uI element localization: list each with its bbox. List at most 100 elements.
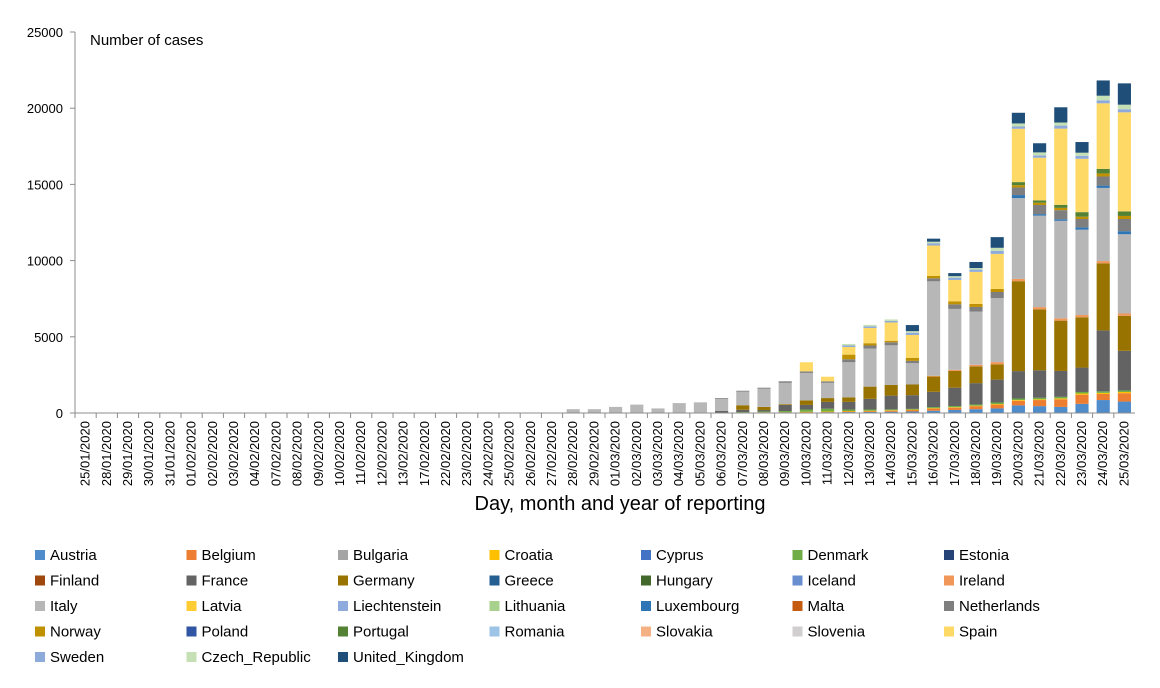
bar-segment: [1011, 400, 1025, 401]
bar-segment: [948, 387, 962, 406]
bar-segment: [799, 409, 813, 412]
y-tick-label: 15000: [27, 177, 63, 192]
bar-segment: [799, 411, 813, 413]
legend-label: Iceland: [808, 573, 856, 590]
x-tick-label: 17/02/2020: [417, 421, 432, 486]
legend-item: France: [186, 573, 248, 590]
legend-label: Malta: [808, 598, 845, 615]
bar-segment: [1033, 202, 1047, 205]
bar-segment: [821, 411, 835, 412]
bar-segment: [1075, 142, 1089, 153]
legend-item: Poland: [186, 624, 248, 641]
bar-segment: [1075, 403, 1089, 413]
y-tick-label: 5000: [34, 330, 63, 345]
legend-item: Germany: [338, 573, 415, 590]
bar-segment: [927, 408, 941, 409]
bar-segment: [1054, 398, 1068, 400]
bar-segment: [1054, 204, 1068, 208]
bar-segment: [884, 410, 898, 412]
bar-segment: [1096, 187, 1110, 262]
legend-item: Czech_Republic: [186, 649, 311, 666]
bar-segment: [1054, 320, 1068, 371]
bar-segment: [799, 362, 813, 372]
bar-segment: [990, 402, 1004, 405]
bar-segment: [672, 403, 686, 413]
bar-segment: [884, 340, 898, 343]
legend-swatch: [35, 575, 45, 586]
bar-segment: [842, 354, 856, 360]
bar-segment: [1011, 195, 1025, 199]
bar-segment: [905, 384, 919, 396]
x-tick-label: 07/02/2020: [268, 421, 283, 486]
legend-item: Latvia: [186, 598, 242, 615]
legend-item: Slovenia: [792, 624, 866, 641]
bar-segment: [1096, 103, 1110, 169]
bar-segment: [1054, 210, 1068, 220]
bar-segment: [948, 409, 962, 413]
bar-segment: [1011, 112, 1025, 124]
bar-segment: [990, 237, 1004, 248]
bar-segment: [778, 404, 792, 405]
bar-segment: [884, 410, 898, 411]
bar-segment: [1054, 399, 1068, 407]
legend-swatch: [35, 652, 45, 662]
legend-item: Ireland: [944, 573, 1005, 590]
bar-segment: [1033, 215, 1047, 308]
bar-segment: [1054, 107, 1068, 123]
bar-segment: [1054, 396, 1068, 399]
legend-swatch: [186, 601, 197, 611]
bar-segment: [905, 332, 919, 335]
bar-segment: [990, 250, 1004, 254]
y-tick-label: 10000: [27, 254, 63, 269]
bar-segment: [566, 409, 580, 413]
bar-segment: [1117, 112, 1131, 212]
bar-segment: [587, 409, 601, 413]
legend-item: Cyprus: [641, 547, 704, 564]
bar-segment: [927, 391, 941, 408]
x-tick-label: 24/03/2020: [1095, 421, 1110, 486]
x-tick-label: 02/03/2020: [629, 421, 644, 486]
bar-segment: [905, 357, 919, 361]
legend-swatch: [792, 550, 803, 560]
bar-segment: [948, 369, 962, 371]
x-tick-label: 14/03/2020: [883, 421, 898, 486]
legend-label: Finland: [50, 573, 99, 590]
x-tick-label: 28/02/2020: [565, 421, 580, 486]
legend-item: Lithuania: [489, 598, 566, 615]
legend-label: Germany: [353, 573, 415, 590]
legend-item: Norway: [35, 624, 101, 641]
bar-segment: [1011, 123, 1025, 127]
bar-segment: [1096, 391, 1110, 393]
bar-segment: [778, 411, 792, 413]
legend-label: Slovenia: [808, 624, 866, 641]
legend-label: Denmark: [808, 547, 869, 564]
bar-segment: [990, 291, 1004, 299]
bar-segment: [969, 366, 983, 384]
bar-segment: [927, 245, 941, 276]
bar-segment: [1075, 155, 1089, 159]
bar-segment: [1096, 168, 1110, 174]
bar-segment: [969, 409, 983, 413]
bar-segment: [863, 343, 877, 346]
bar-segment: [736, 391, 750, 406]
bar-segment: [630, 404, 644, 413]
bar-segment: [863, 326, 877, 328]
legend-swatch: [186, 626, 197, 637]
legend-swatch: [944, 550, 954, 560]
bar-segment: [1054, 207, 1068, 211]
bar-segment: [927, 275, 941, 279]
x-tick-label: 15/03/2020: [904, 421, 919, 486]
bar-segment: [1033, 370, 1047, 398]
bar-segment: [1033, 309, 1047, 371]
bar-segment: [1075, 158, 1089, 213]
legend-label: Croatia: [505, 547, 554, 564]
legend-swatch: [186, 550, 197, 560]
x-tick-label: 28/01/2020: [99, 421, 114, 486]
bar-segment: [948, 276, 962, 278]
bar-segment: [821, 398, 835, 402]
bar-segment: [969, 271, 983, 304]
bar-segment: [1033, 397, 1047, 400]
bar-segment: [1096, 95, 1110, 101]
legend-item: Austria: [35, 547, 97, 564]
